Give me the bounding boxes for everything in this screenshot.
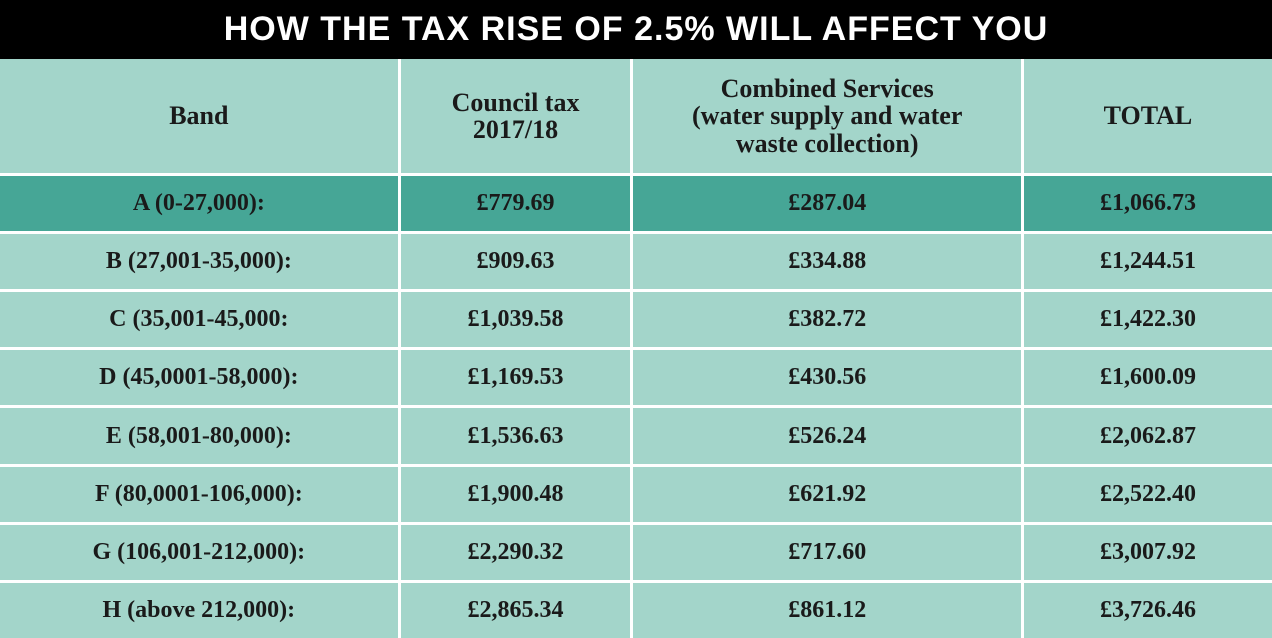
table-row: E (58,001-80,000):£1,536.63£526.24£2,062… <box>0 408 1272 466</box>
cell-tax: £2,865.34 <box>401 583 634 638</box>
cell-comb: £430.56 <box>633 350 1024 405</box>
cell-comb: £382.72 <box>633 292 1024 347</box>
col-header-tax: Council tax2017/18 <box>401 59 634 173</box>
cell-total: £1,066.73 <box>1024 176 1272 231</box>
cell-band: A (0-27,000): <box>0 176 401 231</box>
cell-band: C (35,001-45,000: <box>0 292 401 347</box>
cell-band: F (80,0001-106,000): <box>0 467 401 522</box>
cell-band: G (106,001-212,000): <box>0 525 401 580</box>
cell-tax: £1,039.58 <box>401 292 634 347</box>
cell-comb: £526.24 <box>633 408 1024 463</box>
table-row: D (45,0001-58,000):£1,169.53£430.56£1,60… <box>0 350 1272 408</box>
cell-total: £3,726.46 <box>1024 583 1272 638</box>
table-header-row: Band Council tax2017/18 Combined Service… <box>0 59 1272 176</box>
cell-band: B (27,001-35,000): <box>0 234 401 289</box>
table-body: A (0-27,000):£779.69£287.04£1,066.73B (2… <box>0 176 1272 638</box>
table-row: C (35,001-45,000:£1,039.58£382.72£1,422.… <box>0 292 1272 350</box>
cell-comb: £717.60 <box>633 525 1024 580</box>
tax-table: HOW THE TAX RISE OF 2.5% WILL AFFECT YOU… <box>0 0 1272 638</box>
cell-comb: £334.88 <box>633 234 1024 289</box>
cell-total: £2,062.87 <box>1024 408 1272 463</box>
cell-comb: £621.92 <box>633 467 1024 522</box>
cell-total: £3,007.92 <box>1024 525 1272 580</box>
table-row: B (27,001-35,000):£909.63£334.88£1,244.5… <box>0 234 1272 292</box>
table-row: F (80,0001-106,000):£1,900.48£621.92£2,5… <box>0 467 1272 525</box>
table-row: G (106,001-212,000):£2,290.32£717.60£3,0… <box>0 525 1272 583</box>
cell-total: £2,522.40 <box>1024 467 1272 522</box>
col-header-total: TOTAL <box>1024 59 1272 173</box>
table-row: H (above 212,000):£2,865.34£861.12£3,726… <box>0 583 1272 638</box>
col-header-combined: Combined Services(water supply and water… <box>633 59 1024 173</box>
cell-tax: £1,536.63 <box>401 408 634 463</box>
cell-band: H (above 212,000): <box>0 583 401 638</box>
cell-comb: £287.04 <box>633 176 1024 231</box>
table-row: A (0-27,000):£779.69£287.04£1,066.73 <box>0 176 1272 234</box>
cell-band: E (58,001-80,000): <box>0 408 401 463</box>
cell-comb: £861.12 <box>633 583 1024 638</box>
cell-tax: £2,290.32 <box>401 525 634 580</box>
cell-band: D (45,0001-58,000): <box>0 350 401 405</box>
cell-tax: £1,900.48 <box>401 467 634 522</box>
cell-tax: £779.69 <box>401 176 634 231</box>
cell-total: £1,244.51 <box>1024 234 1272 289</box>
table-title: HOW THE TAX RISE OF 2.5% WILL AFFECT YOU <box>0 0 1272 59</box>
col-header-band: Band <box>0 59 401 173</box>
cell-total: £1,600.09 <box>1024 350 1272 405</box>
cell-total: £1,422.30 <box>1024 292 1272 347</box>
cell-tax: £1,169.53 <box>401 350 634 405</box>
cell-tax: £909.63 <box>401 234 634 289</box>
